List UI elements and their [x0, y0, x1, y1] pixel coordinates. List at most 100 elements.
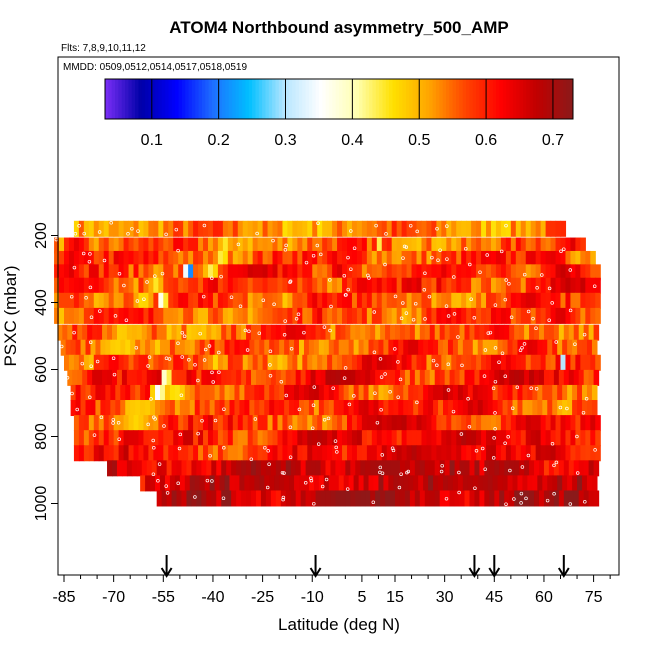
heat-cell [327, 430, 333, 447]
heat-cell [242, 237, 249, 254]
heat-cell [418, 384, 424, 401]
heat-cell [282, 307, 289, 324]
heat-cell [73, 277, 80, 294]
heat-cell [500, 307, 507, 324]
heat-cell [390, 460, 396, 477]
heat-cell [115, 339, 121, 356]
heat-cell [85, 339, 92, 356]
heat-cell [97, 324, 103, 341]
heat-cell [431, 430, 437, 447]
sample-marker [483, 467, 487, 471]
heat-cell [176, 369, 183, 386]
heat-cell [153, 445, 159, 462]
heat-cell [505, 354, 512, 371]
heat-cell [203, 292, 209, 309]
heat-cell [318, 400, 325, 417]
heat-cell [297, 277, 303, 294]
heat-cell [555, 250, 562, 267]
heat-cell [217, 445, 224, 462]
heat-cell [207, 354, 214, 371]
heat-cell [510, 237, 517, 254]
colorbar-swatch [265, 79, 270, 119]
heat-cell [438, 384, 444, 401]
heat-cell [308, 475, 315, 492]
heat-cell [332, 250, 338, 267]
colorbar-swatch [499, 79, 504, 119]
sample-marker [519, 491, 524, 496]
sample-marker [349, 229, 353, 233]
heat-cell [390, 490, 396, 507]
colorbar-swatch [472, 79, 477, 119]
heat-cell [174, 339, 181, 356]
heat-cell [308, 400, 315, 417]
heat-cell [560, 354, 567, 371]
heat-cell [169, 475, 176, 492]
heat-cell [547, 384, 553, 401]
heat-cell [332, 264, 338, 281]
sample-marker [469, 297, 473, 301]
heat-cell [371, 277, 378, 294]
heat-cell [113, 264, 120, 281]
heat-cell [128, 292, 135, 309]
heat-cell [257, 264, 264, 281]
heat-cell [481, 430, 487, 447]
heat-cell [490, 354, 497, 371]
heat-cell [593, 324, 600, 341]
heat-cell [173, 354, 179, 371]
heat-cell [262, 237, 269, 254]
heat-cell [534, 369, 540, 386]
heat-cell [381, 250, 388, 267]
heat-cell [568, 369, 575, 386]
heat-cell [461, 430, 467, 447]
heat-cell [73, 220, 80, 237]
heat-cell [510, 307, 517, 324]
heat-cell [409, 460, 416, 477]
heat-cell [302, 307, 308, 324]
heat-cell [277, 307, 284, 324]
heat-cell [247, 250, 254, 267]
heat-cell [469, 490, 476, 507]
heat-cell [257, 277, 264, 294]
heat-cell [105, 400, 111, 417]
heat-cell [239, 384, 245, 401]
heat-cell [565, 277, 572, 294]
heat-cell [396, 292, 403, 309]
heat-cell [338, 400, 345, 417]
sample-marker [261, 298, 266, 302]
heat-cell [396, 354, 403, 371]
sample-marker [72, 265, 77, 270]
heat-cell [568, 324, 575, 341]
colorbar-swatch [288, 79, 293, 119]
heat-cell [438, 400, 444, 417]
heat-cell [535, 237, 542, 254]
colorbar-swatch [452, 79, 457, 119]
heat-cell [368, 384, 375, 401]
sample-marker [329, 304, 333, 309]
heat-cell [259, 400, 265, 417]
heat-cell [68, 250, 75, 267]
heat-cell [107, 324, 113, 341]
heat-cell [456, 292, 462, 309]
heat-cell [216, 490, 222, 507]
heat-cell [386, 445, 393, 462]
heat-cell [168, 237, 174, 254]
heat-cell [444, 324, 451, 341]
heat-cell [110, 339, 116, 356]
colorbar-swatch [285, 79, 290, 119]
heat-cell [540, 307, 547, 324]
flight-arrow [468, 555, 481, 578]
sample-marker [373, 391, 377, 395]
heat-cell [191, 460, 197, 477]
heat-cell [113, 445, 120, 462]
sample-marker [554, 460, 559, 465]
heat-cell [504, 369, 510, 386]
heat-cell [176, 490, 183, 507]
heat-cell [555, 220, 562, 237]
heat-cell [583, 460, 590, 477]
heat-cell [441, 445, 447, 462]
heat-cell [376, 430, 383, 447]
heat-cell [421, 415, 428, 432]
heat-cell [252, 354, 259, 371]
heat-cell [542, 339, 548, 356]
heat-cell [148, 292, 154, 309]
